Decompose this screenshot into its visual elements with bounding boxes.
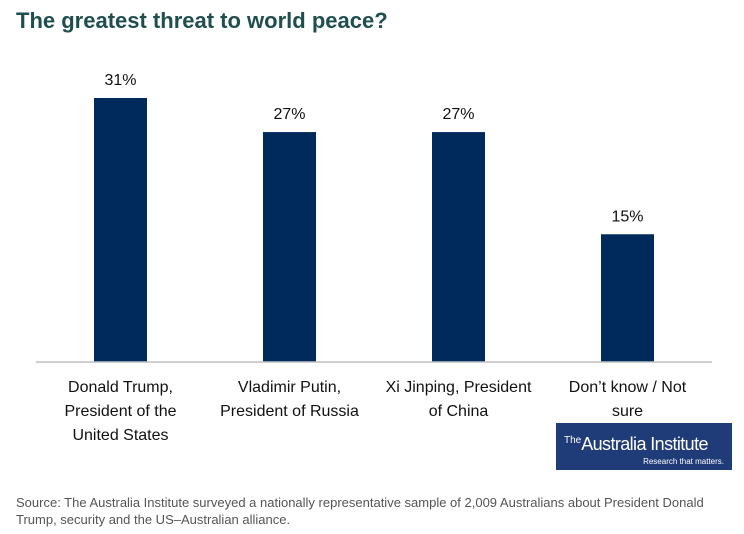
logo-tagline: Research that matters. xyxy=(643,457,724,466)
bar-1 xyxy=(94,98,147,362)
category-label-line: President of the xyxy=(64,403,177,420)
data-label-4: 15% xyxy=(611,208,643,225)
source-note: Source: The Australia Institute surveyed… xyxy=(16,495,704,527)
bars-group xyxy=(94,98,654,362)
category-label-line: Xi Jinping, President xyxy=(385,379,532,396)
data-labels-group: 31% 27% 27% 15% xyxy=(104,72,643,225)
category-label-line: President of Russia xyxy=(220,403,359,420)
category-label-line: Vladimir Putin, xyxy=(237,379,342,396)
australia-institute-logo: TheAustralia Institute Research that mat… xyxy=(556,423,732,470)
category-label-line: sure xyxy=(611,403,644,420)
logo-name: Australia Institute xyxy=(581,434,708,454)
category-label-line: of China xyxy=(428,403,489,420)
data-label-1: 31% xyxy=(104,72,136,89)
category-label-3: Xi Jinping, President of China xyxy=(374,376,544,424)
bar-3 xyxy=(432,132,485,362)
bar-4 xyxy=(601,234,654,362)
bar-2 xyxy=(263,132,316,362)
category-label-line: United States xyxy=(72,427,169,444)
category-label-1: Donald Trump, President of the United Stat… xyxy=(36,376,206,448)
chart-title: The greatest threat to world peace? xyxy=(16,8,388,33)
data-label-3: 27% xyxy=(442,106,474,123)
category-label-line: Don’t know / Not xyxy=(568,379,687,396)
data-label-2: 27% xyxy=(273,106,305,123)
category-label-line: Donald Trump, xyxy=(68,379,173,396)
category-label-4: Don’t know / Not sure xyxy=(543,376,713,424)
logo-prefix: The xyxy=(564,435,582,446)
category-label-2: Vladimir Putin, President of Russia xyxy=(205,376,375,424)
